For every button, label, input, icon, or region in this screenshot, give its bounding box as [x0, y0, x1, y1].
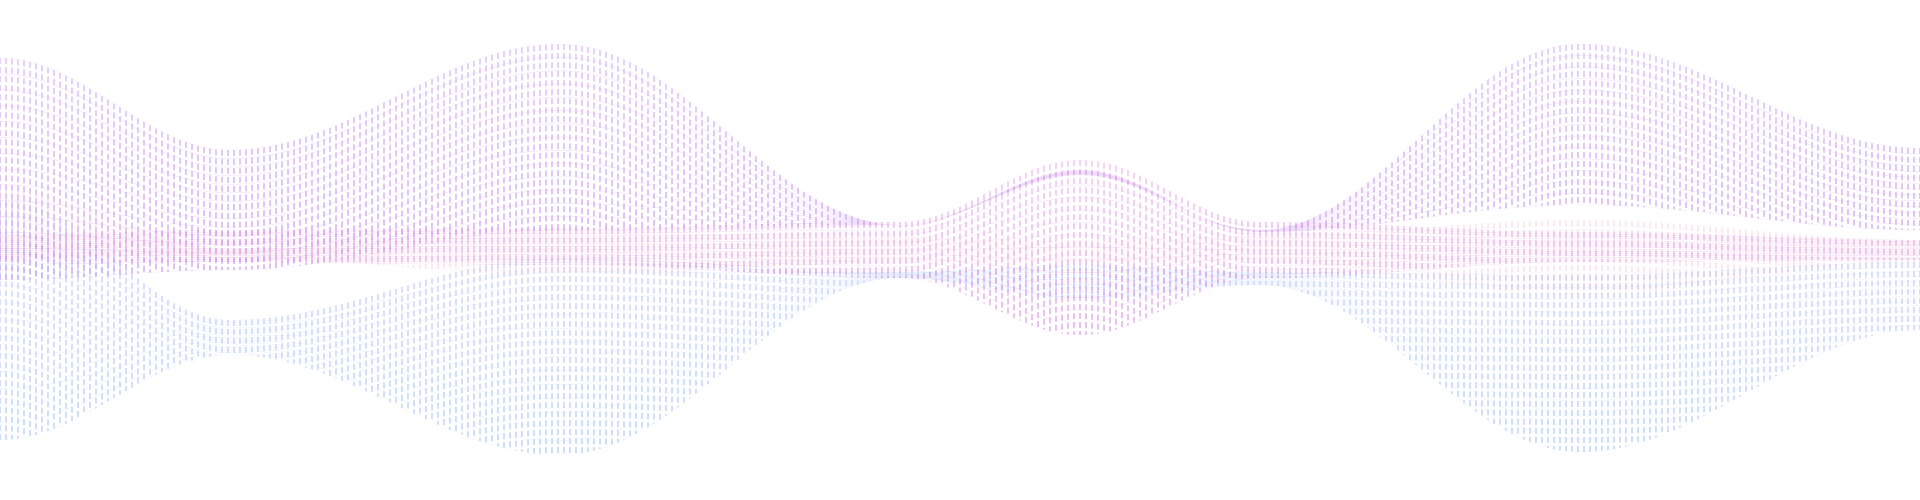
center-pink-ribbon — [0, 190, 1920, 295]
ribbon-bands — [0, 44, 1920, 455]
